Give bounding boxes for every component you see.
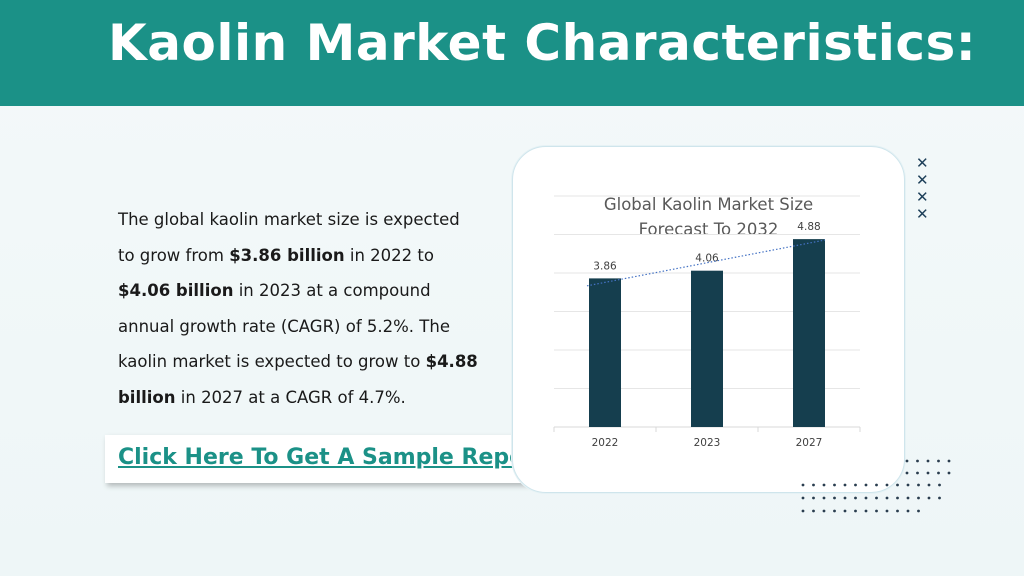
close-x-icon: ✕ [916, 205, 929, 223]
data-label: 3.86 [593, 260, 617, 272]
close-x-icon: ✕ [916, 188, 929, 206]
decorative-dot [822, 509, 826, 513]
decorative-dot [854, 496, 857, 500]
decorative-dot [843, 509, 847, 513]
decorative-dot [906, 496, 910, 500]
title-banner: Kaolin Market Characteristics: [0, 0, 1024, 106]
decorative-dot [854, 483, 857, 487]
decorative-dot [843, 483, 847, 487]
sample-report-link[interactable]: Click Here To Get A Sample Report [118, 445, 546, 470]
text-segment: in 2023 at a compound annual growth rate… [118, 281, 450, 371]
decorative-dot [916, 471, 919, 475]
decorative-dot [938, 483, 941, 487]
bar [793, 239, 825, 427]
decorative-dot [896, 509, 899, 513]
decorative-dot [801, 483, 805, 487]
bar [691, 270, 723, 427]
decorative-dot [801, 496, 805, 500]
decorative-dot [875, 483, 878, 487]
decorative-dot [812, 509, 815, 513]
decorative-dot [833, 496, 836, 500]
decorative-dot [917, 496, 920, 500]
decorative-dot [937, 471, 940, 475]
highlight-value: $3.86 billion [229, 245, 345, 265]
decorative-dot [937, 459, 940, 463]
decorative-dot [905, 471, 909, 475]
decorative-dot [906, 509, 910, 513]
decorative-dot [917, 509, 920, 513]
decorative-dot [875, 496, 878, 500]
decorative-dot [812, 496, 815, 500]
x-tick-label: 2023 [694, 437, 721, 449]
highlight-value: $4.88 billion [118, 352, 478, 407]
data-label: 4.06 [695, 253, 719, 265]
decorative-dot [822, 496, 826, 500]
decorative-dot [854, 509, 857, 513]
decorative-dot [938, 496, 941, 500]
decorative-dot [822, 483, 826, 487]
close-x-icon: ✕ [916, 154, 929, 172]
decorative-dot [947, 471, 951, 475]
text-segment: in 2022 to [344, 245, 434, 265]
close-x-icon: ✕ [916, 171, 929, 189]
decorative-dot [917, 483, 920, 487]
text-segment: The global kaolin market size is expecte… [118, 210, 460, 265]
decorative-dot [885, 496, 889, 500]
decorative-x-marks: ✕ ✕ ✕ ✕ [916, 155, 930, 223]
bar-chart: 3.86 2022 4.06 2023 4.88 2027 [553, 195, 861, 449]
highlight-value: $4.06 billion [118, 281, 234, 300]
decorative-dot [864, 483, 868, 487]
decorative-dot [801, 509, 805, 513]
decorative-dot [905, 459, 909, 463]
decorative-dot [896, 496, 899, 500]
bar [589, 278, 621, 427]
decorative-dot [875, 509, 878, 513]
decorative-dot [885, 509, 889, 513]
x-tick-label: 2027 [796, 437, 823, 449]
decorative-dot [864, 509, 868, 513]
decorative-dot [926, 459, 930, 463]
decorative-dot [833, 483, 836, 487]
decorative-dot [927, 483, 931, 487]
decorative-dot [864, 496, 868, 500]
decorative-dot [843, 496, 847, 500]
data-label: 4.88 [797, 221, 820, 233]
decorative-dot [812, 483, 815, 487]
page-title: Kaolin Market Characteristics: [108, 14, 977, 72]
decorative-dot [926, 471, 930, 475]
decorative-dot [916, 459, 919, 463]
x-tick-label: 2022 [592, 437, 619, 449]
sample-report-button[interactable]: Click Here To Get A Sample Report [105, 435, 546, 483]
decorative-dot [906, 483, 910, 487]
decorative-dot-grid [801, 459, 951, 513]
text-segment: in 2027 at a CAGR of 4.7%. [175, 387, 406, 407]
chart-title-line-1: Global Kaolin Market Size [603, 195, 814, 214]
decorative-dot [947, 459, 951, 463]
chart-card: Global Kaolin Market Size Forecast To 20… [512, 146, 905, 493]
decorative-dot [927, 496, 931, 500]
decorative-dot [885, 483, 889, 487]
description-paragraph: The global kaolin market size is expecte… [118, 202, 478, 415]
decorative-dot [833, 509, 836, 513]
decorative-dot [896, 483, 899, 487]
